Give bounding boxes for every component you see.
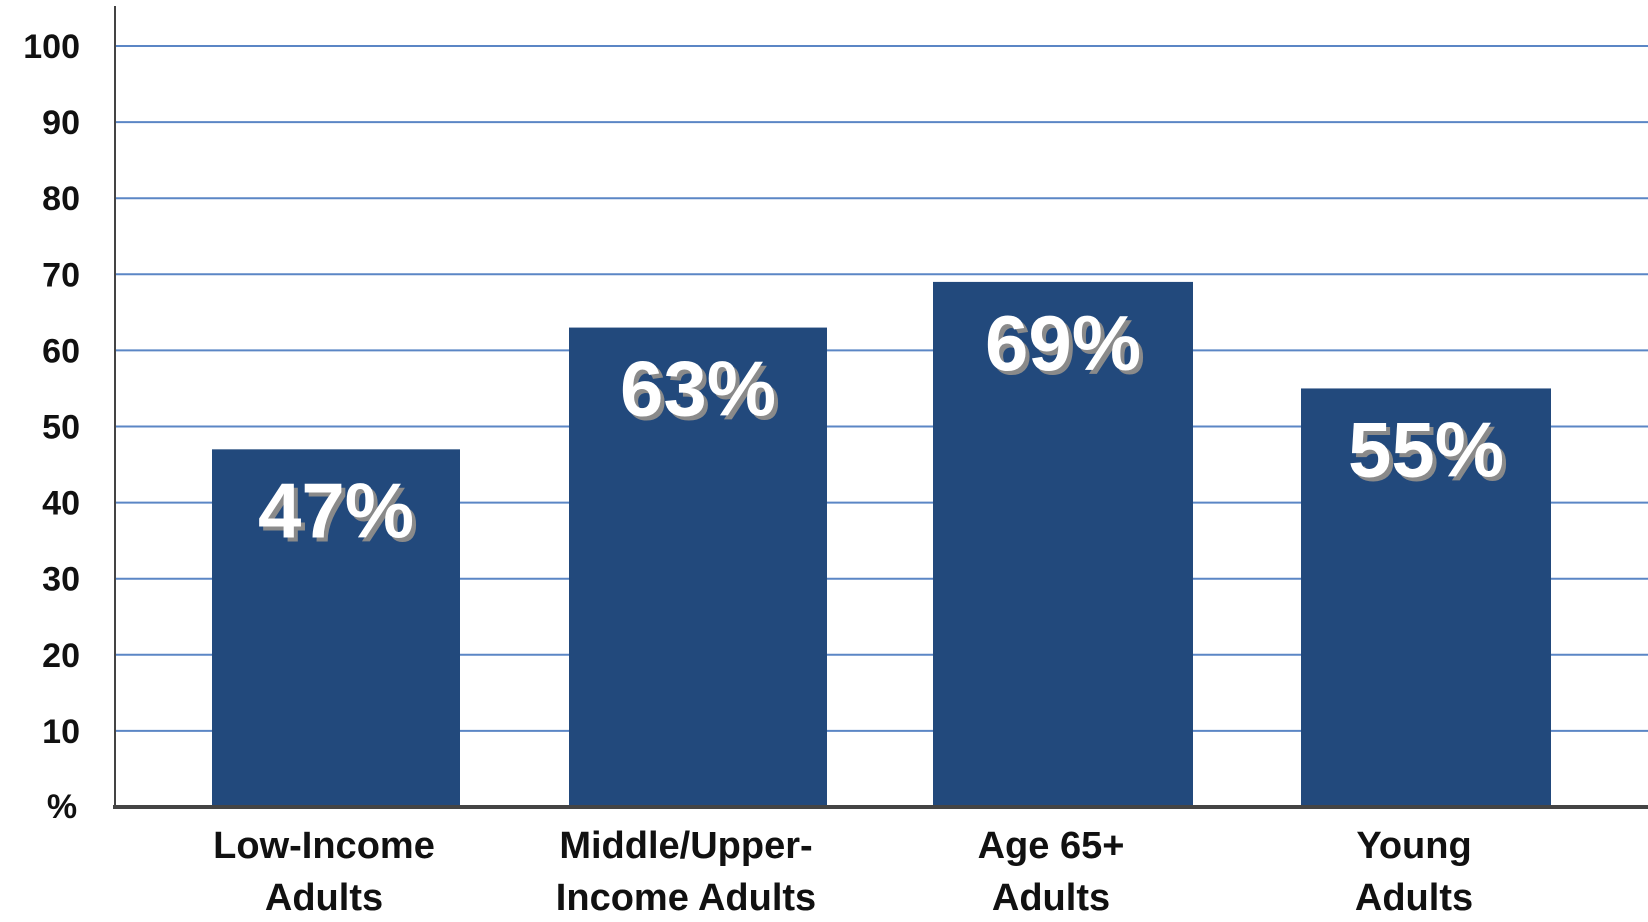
y-unit-label: % xyxy=(47,788,77,826)
bar-2 xyxy=(569,327,827,807)
data-label-3: 69% xyxy=(985,299,1141,387)
y-tick-label-30: 30 xyxy=(42,561,80,599)
category-label-1-line-2: Adults xyxy=(265,877,383,919)
data-label-shadow-3: 69% xyxy=(989,303,1145,391)
category-label-3-line-2: Adults xyxy=(992,877,1110,919)
y-tick-label-100: 100 xyxy=(23,28,80,66)
data-label-shadow-2: 63% xyxy=(624,349,780,437)
category-label-2-line-2: Income Adults xyxy=(556,877,816,919)
data-label-1: 47% xyxy=(258,466,414,554)
data-label-shadow-1: 47% xyxy=(262,470,418,558)
data-labels: 47%47% 63%63% 69%69% 55%55% xyxy=(258,299,1508,558)
category-label-2-line-1: Middle/Upper- xyxy=(559,825,812,867)
category-label-4-line-2: Adults xyxy=(1355,877,1473,919)
bar-4 xyxy=(1301,388,1551,807)
data-label-4: 55% xyxy=(1348,405,1504,493)
y-tick-label-60: 60 xyxy=(42,332,80,370)
y-tick-label-40: 40 xyxy=(42,485,80,523)
bars xyxy=(212,281,1551,807)
y-tick-label-20: 20 xyxy=(42,637,80,675)
category-labels: Low-Income Adults Middle/Upper- Income Adul… xyxy=(213,825,1473,919)
y-tick-label-70: 70 xyxy=(42,256,80,294)
data-label-2: 63% xyxy=(620,345,776,433)
category-label-4-line-1: Young xyxy=(1356,825,1471,867)
category-label-1-line-1: Low-Income xyxy=(213,825,435,867)
category-label-3-line-1: Age 65+ xyxy=(978,825,1125,867)
y-tick-label-80: 80 xyxy=(42,180,80,218)
y-tick-label-90: 90 xyxy=(42,104,80,142)
axes xyxy=(113,6,1648,809)
y-tick-labels: 100 90 80 70 60 50 40 30 20 10 xyxy=(23,28,80,751)
bar-3 xyxy=(933,281,1193,807)
y-tick-label-10: 10 xyxy=(42,713,80,751)
y-tick-label-50: 50 xyxy=(42,409,80,447)
data-label-shadow-4: 55% xyxy=(1352,409,1508,497)
bar-1 xyxy=(212,449,460,807)
